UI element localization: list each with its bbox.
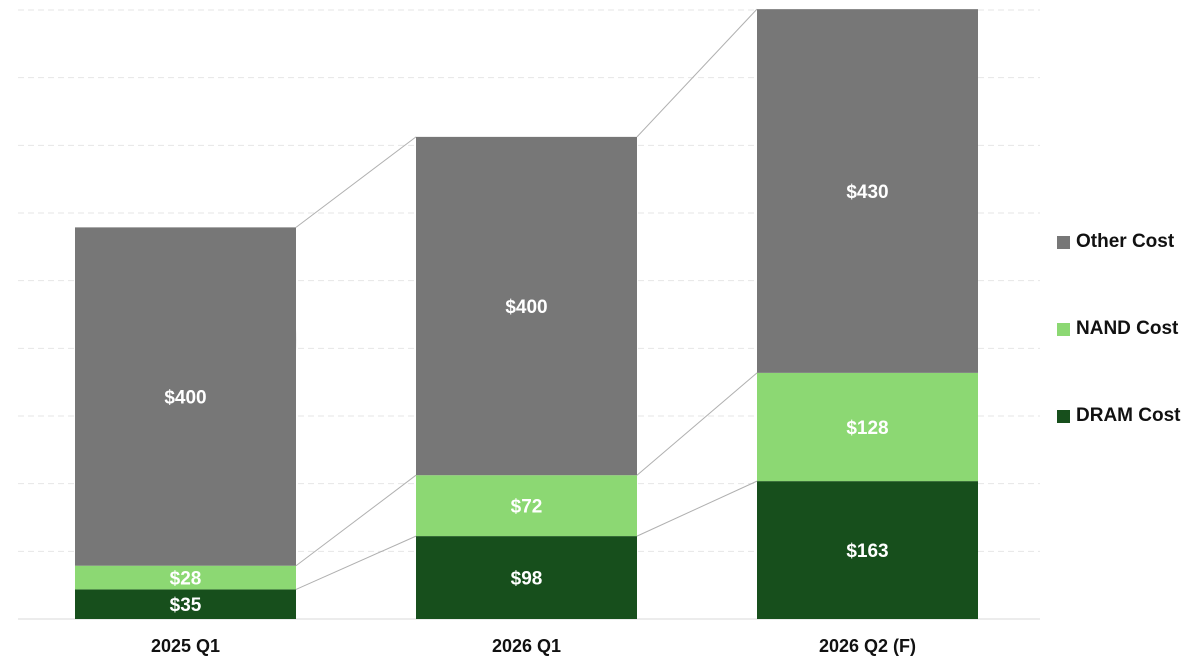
bar-dram-cost (757, 481, 978, 619)
data-label: $72 (511, 497, 543, 518)
connector-line (295, 474, 417, 567)
bar-dram-cost (416, 536, 637, 619)
data-label: $128 (846, 418, 888, 439)
bar-other-cost (416, 136, 637, 476)
x-tick-label: 2025 Q1 (151, 636, 220, 656)
connector-line (295, 136, 417, 228)
connector-line (636, 8, 758, 138)
data-label: $400 (164, 388, 206, 409)
connector-line (636, 372, 758, 476)
legend-item: NAND Cost (1057, 315, 1181, 343)
bar-other-cost (75, 227, 296, 566)
connector-line (295, 535, 417, 590)
legend: Other Cost NAND Cost DRAM Cost (1057, 228, 1181, 489)
data-label: $98 (511, 569, 543, 590)
legend-label: NAND Cost (1076, 318, 1179, 339)
data-label: $430 (846, 182, 888, 203)
data-label: $35 (170, 595, 202, 616)
legend-item: Other Cost (1057, 228, 1181, 256)
legend-swatch (1057, 409, 1070, 423)
connector-line (636, 480, 758, 537)
bar-other-cost (757, 9, 978, 373)
x-tick-label: 2026 Q1 (492, 636, 561, 656)
bar-dram-cost (75, 589, 296, 619)
data-label: $163 (846, 541, 888, 562)
bar-nand-cost (757, 372, 978, 482)
legend-label: DRAM Cost (1076, 405, 1181, 426)
data-label: $28 (170, 569, 202, 590)
bar-nand-cost (75, 565, 296, 590)
legend-item: DRAM Cost (1057, 402, 1181, 430)
data-label: $400 (505, 297, 547, 318)
legend-label: Other Cost (1076, 231, 1175, 252)
bar-nand-cost (416, 475, 637, 537)
legend-swatch (1057, 322, 1070, 336)
x-tick-label: 2026 Q2 (F) (819, 636, 916, 656)
legend-swatch (1057, 235, 1070, 249)
